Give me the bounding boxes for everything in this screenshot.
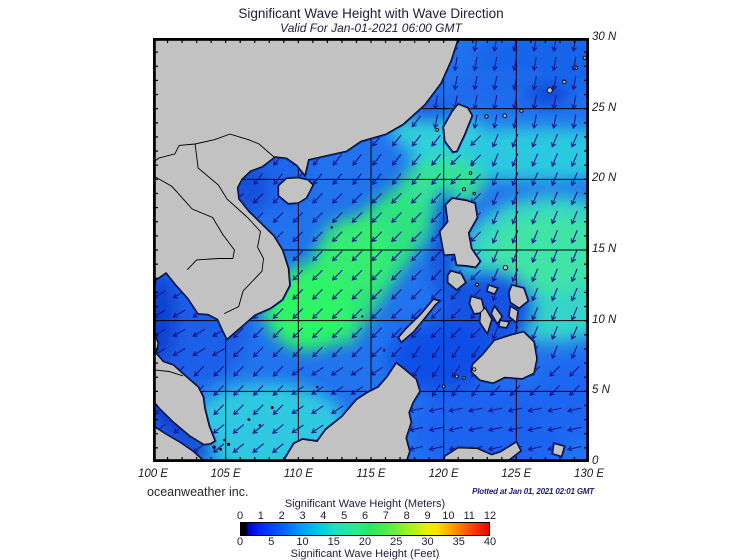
- lat-label: 25 N: [592, 101, 617, 114]
- valid-time-subtitle: Valid For Jan-01-2021 06:00 GMT: [280, 21, 462, 35]
- feet-tick: 20: [358, 536, 372, 548]
- feet-tick: 10: [296, 536, 309, 548]
- meters-tick: 3: [299, 510, 306, 522]
- lat-label: 5 N: [592, 384, 610, 397]
- wave-direction-arrows: [153, 38, 582, 453]
- meters-tick: 9: [424, 510, 431, 522]
- meters-tick: 1: [257, 510, 264, 522]
- feet-tick: 35: [452, 536, 465, 548]
- lon-label: 105 E: [210, 468, 241, 480]
- page-title: Significant Wave Height with Wave Direct…: [238, 6, 504, 21]
- colorbar-meters-label: Significant Wave Height (Meters): [284, 498, 446, 510]
- lon-label: 110 E: [283, 468, 313, 480]
- meters-tick: 5: [341, 510, 348, 522]
- meters-tick: 7: [382, 510, 389, 522]
- small-islands: [212, 55, 587, 451]
- meters-tick: 8: [403, 510, 410, 522]
- feet-tick: 30: [421, 536, 434, 548]
- feet-tick: 0: [236, 536, 244, 548]
- colorbar-gradient: [240, 522, 490, 536]
- map-frame: [153, 38, 589, 462]
- lat-label: 10 N: [592, 313, 617, 326]
- lon-label: 130 E: [573, 468, 605, 480]
- meters-tick: 0: [236, 510, 244, 522]
- credit-text: oceanweather inc.: [147, 485, 249, 499]
- colorbar-feet-ticks: 0 5 10 15 20 25 30 35 40: [236, 536, 496, 548]
- lat-label: 30 N: [592, 31, 617, 43]
- meters-tick: 10: [442, 510, 455, 522]
- feet-tick: 5: [268, 536, 275, 548]
- wave-height-map: [153, 38, 589, 462]
- meters-tick: 12: [483, 510, 497, 522]
- lat-label: 15 N: [592, 243, 617, 255]
- meters-tick: 4: [320, 510, 327, 522]
- meters-tick: 6: [361, 510, 369, 522]
- lon-label: 125 E: [501, 468, 532, 480]
- lat-label: 0: [592, 455, 599, 467]
- plotted-timestamp: Plotted at Jan 01, 2021 02:01 GMT: [472, 487, 594, 496]
- lon-label: 115 E: [356, 468, 386, 480]
- colorbar-feet-label: Significant Wave Height (Feet): [290, 548, 440, 560]
- feet-tick: 15: [327, 536, 340, 548]
- meters-tick: 11: [463, 510, 475, 522]
- lon-label: 120 E: [428, 468, 459, 480]
- feet-tick: 25: [390, 536, 403, 548]
- meters-tick: 2: [278, 510, 285, 522]
- lon-label: 100 E: [137, 468, 169, 480]
- colorbar-meters-ticks: 0 1 2 3 4 5 6 7 8 9 10 11 12: [236, 510, 496, 522]
- feet-tick: 40: [483, 536, 497, 548]
- lat-label: 20 N: [592, 172, 617, 185]
